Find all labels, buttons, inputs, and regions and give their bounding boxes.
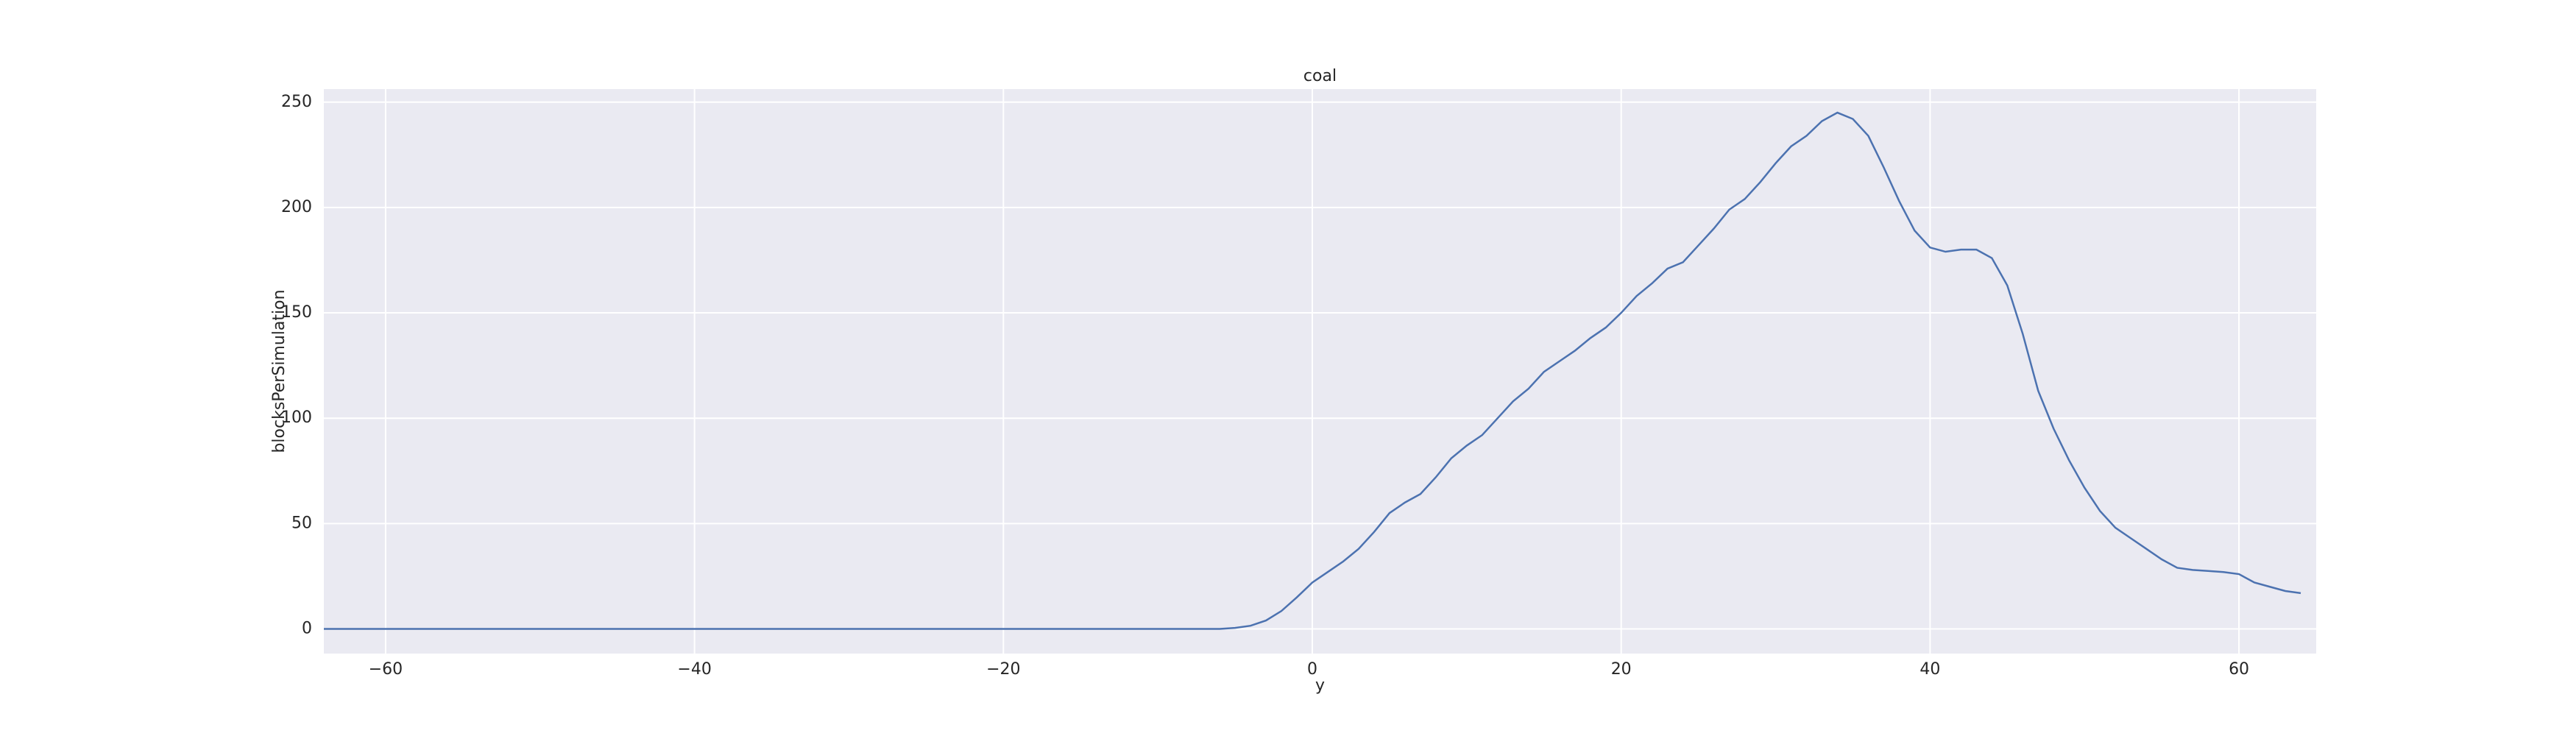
x-tick-label: −60: [369, 660, 403, 679]
y-tick-label: 0: [302, 620, 312, 638]
plot-area: [324, 89, 2316, 654]
line: [324, 111, 2301, 630]
y-axis-label: blocksPerSimulation: [270, 289, 289, 453]
y-tick-label: 250: [281, 93, 312, 111]
x-tick-label: 60: [2229, 660, 2249, 679]
x-tick-label: 20: [1611, 660, 1632, 679]
y-tick-label: 50: [291, 514, 312, 532]
x-axis-label: y: [1315, 676, 1325, 695]
x-tick-label: −40: [677, 660, 711, 679]
chart-title: coal: [1303, 67, 1337, 85]
y-tick-label: 200: [281, 198, 312, 216]
x-tick-label: 40: [1919, 660, 1940, 679]
x-tick-label: 0: [1307, 660, 1317, 679]
y-tick-label: 100: [281, 408, 312, 427]
x-tick-label: −20: [986, 660, 1020, 679]
y-tick-label: 150: [281, 303, 312, 322]
